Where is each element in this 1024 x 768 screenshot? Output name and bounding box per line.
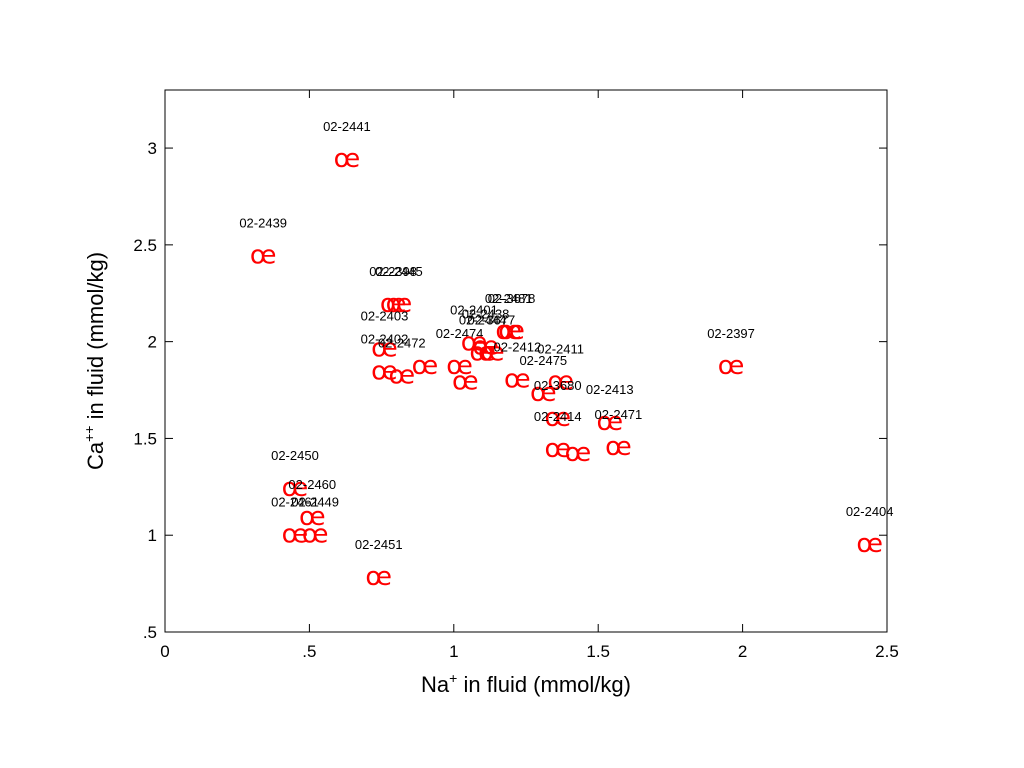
data-point: œ [334,144,361,174]
data-point: œ [446,351,473,381]
data-point: œ [544,403,571,433]
data-point-label: 02-2471 [595,407,643,422]
x-axis-title-superscript: + [449,670,457,686]
data-point: œ [530,378,557,408]
data-point: œ [605,432,632,462]
data-point: œ [461,328,488,358]
data-point: œ [504,364,531,394]
data-point: œ [365,562,392,592]
data-point: œ [380,289,407,319]
y-tick-label: 1 [148,526,157,545]
x-tick-label: 2.5 [875,642,899,661]
y-tick-label: .5 [143,623,157,642]
data-point: œ [596,407,623,437]
data-point: œ [389,361,416,391]
y-axis-title-superscript: ++ [81,426,97,442]
data-point-label: 02-2451 [355,537,403,552]
data-point-label: 02-2438 [462,307,510,322]
plot-frame [164,89,888,633]
data-point-label: 02-2450 [271,448,319,463]
y-axis-title: Ca++ in fluid (mmol/kg) [81,252,108,470]
data-point-label: 02-2474 [436,326,484,341]
x-tick-label: 2 [738,642,747,661]
data-point-label: 02-3677 [467,312,515,327]
data-point: œ [412,351,439,381]
x-tick-label: .5 [302,642,316,661]
x-tick-label: 1.5 [586,642,610,661]
data-point-label: 02-2475 [519,353,567,368]
data-point: œ [565,438,592,468]
data-point-label: 02-2445 [375,264,423,279]
x-axis: 0 .5 1 1.5 2 2.5 [160,90,899,661]
data-point: œ [498,316,525,346]
data-point-label: 02-2397 [707,326,755,341]
data-point-label: 02-3680 [534,378,582,393]
data-point: œ [302,519,329,549]
data-point-label: 02-2414 [534,409,582,424]
y-tick-label: 3 [148,139,157,158]
data-point: œ [282,519,309,549]
data-point: œ [386,289,413,319]
data-point-label: 02-2460 [288,477,336,492]
y-tick-label: 2 [148,333,157,352]
data-point: œ [371,333,398,363]
data-point: œ [282,473,309,503]
data-point: œ [547,366,574,396]
data-point-label: 02-2439 [239,216,287,231]
y-tick-label: 2.5 [133,236,157,255]
data-point: œ [472,332,499,362]
data-point-label: 02-2441 [323,119,371,134]
data-point-label: 02-2401 [450,303,498,318]
data-point: œ [495,316,522,346]
data-point-label: 02-3678 [488,291,536,306]
y-tick-label: 1.5 [133,429,157,448]
data-point-label: 02-2402 [361,332,409,347]
data-point-label: 02-2403 [361,308,409,323]
data-point-label: 02-2481 [485,291,533,306]
data-point: œ [299,502,326,532]
data-point-label: 02-2413 [586,382,634,397]
data-point: œ [469,337,496,367]
data-point-label: 02-2411 [537,341,584,356]
data-point: œ [371,357,398,387]
data-point-label: 02-2398 [369,264,417,279]
data-point: œ [478,337,505,367]
data-point: œ [856,529,883,559]
x-tick-label: 1 [449,642,458,661]
data-point: œ [544,434,571,464]
y-axis: .5 1 1.5 2 2.5 3 [133,139,887,642]
data-point-label: 02-2449 [291,494,339,509]
data-point: œ [718,351,745,381]
x-tick-label: 0 [160,642,169,661]
data-points: œ02-2441œ02-2439œ02-2398œ02-2445œ02-2403… [239,119,893,592]
data-point-label: 02-2472 [378,336,426,351]
data-point-label: 02-2444 [459,312,507,327]
data-point-label: 02-2404 [846,504,894,519]
data-point: œ [452,366,479,396]
x-axis-title: Na+ in fluid (mmol/kg) [421,670,631,697]
data-point: œ [250,241,277,271]
data-point-label: 02-2412 [493,339,541,354]
data-point-label: 02-2461 [271,494,319,509]
